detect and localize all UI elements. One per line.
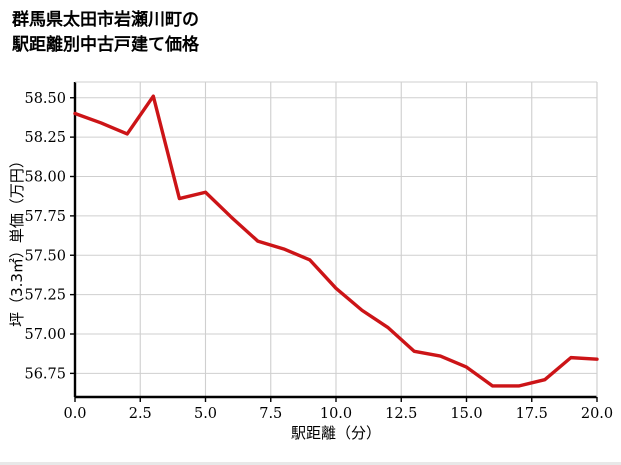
y-tick-label: 58.25 [24, 130, 66, 146]
x-tick-label: 2.5 [129, 406, 152, 422]
x-tick-label: 17.5 [516, 406, 548, 422]
x-tick-label: 7.5 [259, 406, 282, 422]
price-series-line [73, 94, 599, 388]
x-axis-tick-labels: 0.0 2.5 5.0 7.5 10.0 12.5 15.0 17.5 20.0 [63, 406, 613, 422]
y-tick-label: 56.75 [24, 366, 66, 382]
x-tick-label: 0.0 [63, 406, 86, 422]
y-tick-label: 58.50 [24, 91, 66, 107]
y-tick-label: 57.50 [24, 248, 66, 264]
x-tick-label: 12.5 [385, 406, 417, 422]
x-axis-title: 駅距離（分） [291, 424, 381, 442]
y-tick-label: 57.75 [24, 209, 66, 225]
footer-divider [0, 462, 621, 465]
x-tick-label: 10.0 [320, 406, 352, 422]
x-axis-ticks [74, 397, 598, 402]
y-axis-tick-labels: 56.75 57.00 57.25 57.50 57.75 58.00 58.25 58.50 [24, 91, 66, 383]
y-tick-label: 57.00 [24, 327, 66, 343]
page-title: 群馬県太田市岩瀬川町の 駅距離別中古戸建て価格 [12, 10, 199, 55]
y-axis-ticks [70, 97, 75, 375]
x-tick-label: 15.0 [450, 406, 482, 422]
y-axis-title: 坪（3.3㎡）単価（万円） [8, 153, 26, 327]
y-tick-label: 57.25 [24, 288, 66, 304]
x-tick-label: 5.0 [194, 406, 217, 422]
y-tick-label: 58.00 [24, 170, 66, 186]
x-tick-label: 20.0 [581, 406, 613, 422]
